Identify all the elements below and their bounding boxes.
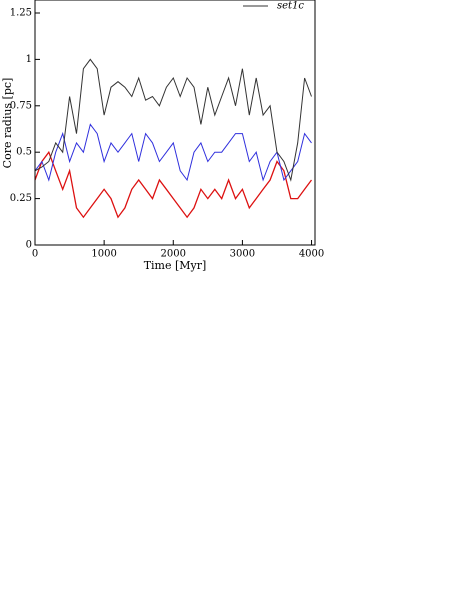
y-tick-label: 1.25: [10, 7, 32, 18]
y-tick-label: 0.75: [10, 100, 32, 111]
y-tick-label: 0.25: [10, 193, 32, 204]
x-tick-label: 1000: [91, 249, 116, 260]
y-tick-label: 0.5: [16, 147, 32, 158]
series-line: [34, 123, 312, 182]
series-line: [34, 58, 312, 182]
x-tick-label: 2000: [161, 249, 186, 260]
y-tick-label: 0: [26, 240, 32, 251]
legend-label: set1c: [277, 1, 304, 12]
series-line: [34, 150, 313, 219]
plot-frame: [34, 0, 316, 246]
y-axis-label: Core radius [pc]: [1, 78, 14, 169]
y-tick-label: 1: [26, 54, 32, 65]
x-tick-label: 3000: [230, 249, 255, 260]
x-axis-label: Time [Myr]: [144, 259, 207, 272]
x-tick-label: 0: [32, 249, 38, 260]
x-tick-label: 4000: [299, 249, 324, 260]
